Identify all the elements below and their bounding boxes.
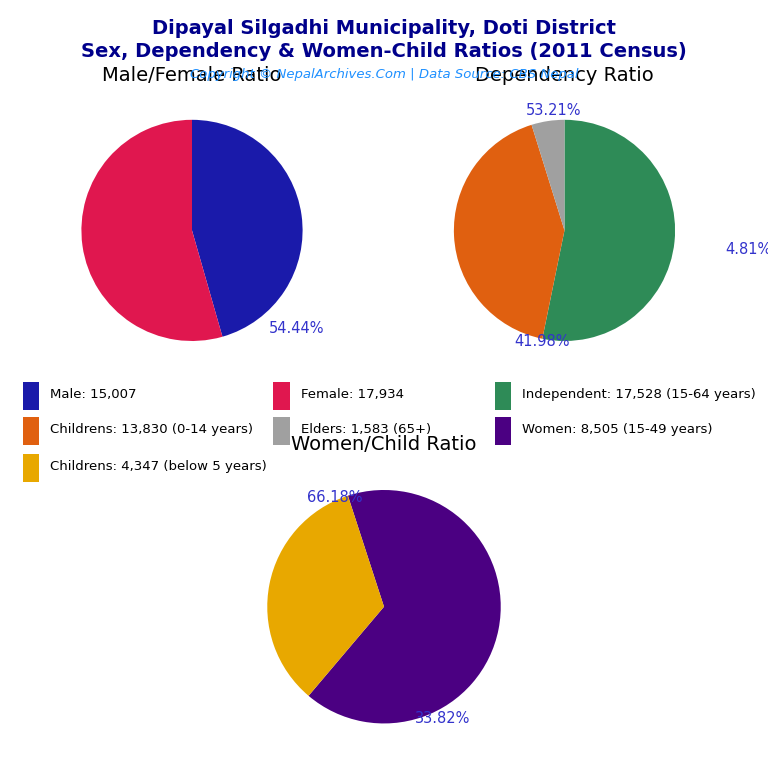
Text: 54.44%: 54.44% <box>270 321 325 336</box>
Text: Childrens: 4,347 (below 5 years): Childrens: 4,347 (below 5 years) <box>50 460 266 472</box>
Bar <box>23 417 39 445</box>
Text: Copyright © NepalArchives.Com | Data Source: CBS Nepal: Copyright © NepalArchives.Com | Data Sou… <box>190 68 578 81</box>
Text: 41.98%: 41.98% <box>515 334 570 349</box>
Text: 66.18%: 66.18% <box>306 490 362 505</box>
Title: Women/Child Ratio: Women/Child Ratio <box>291 435 477 454</box>
Wedge shape <box>531 120 564 230</box>
Title: Dependency Ratio: Dependency Ratio <box>475 66 654 85</box>
Bar <box>495 382 511 410</box>
Text: Women: 8,505 (15-49 years): Women: 8,505 (15-49 years) <box>522 422 713 435</box>
Wedge shape <box>454 125 564 339</box>
Bar <box>273 382 290 410</box>
Text: Elders: 1,583 (65+): Elders: 1,583 (65+) <box>301 422 431 435</box>
Text: 33.82%: 33.82% <box>415 711 470 727</box>
Text: 53.21%: 53.21% <box>525 103 581 118</box>
Text: 4.81%: 4.81% <box>725 242 768 257</box>
Text: Independent: 17,528 (15-64 years): Independent: 17,528 (15-64 years) <box>522 388 756 401</box>
Text: Female: 17,934: Female: 17,934 <box>301 388 404 401</box>
Wedge shape <box>192 120 303 336</box>
Bar <box>495 417 511 445</box>
Text: Sex, Dependency & Women-Child Ratios (2011 Census): Sex, Dependency & Women-Child Ratios (20… <box>81 42 687 61</box>
Bar <box>23 382 39 410</box>
Text: Male: 15,007: Male: 15,007 <box>50 388 137 401</box>
Bar <box>23 454 39 482</box>
Title: Male/Female Ratio: Male/Female Ratio <box>102 66 282 85</box>
Wedge shape <box>267 495 384 696</box>
Text: Dipayal Silgadhi Municipality, Doti District: Dipayal Silgadhi Municipality, Doti Dist… <box>152 19 616 38</box>
Wedge shape <box>81 120 223 341</box>
Text: Childrens: 13,830 (0-14 years): Childrens: 13,830 (0-14 years) <box>50 422 253 435</box>
Wedge shape <box>542 120 675 341</box>
Bar <box>273 417 290 445</box>
Wedge shape <box>309 490 501 723</box>
